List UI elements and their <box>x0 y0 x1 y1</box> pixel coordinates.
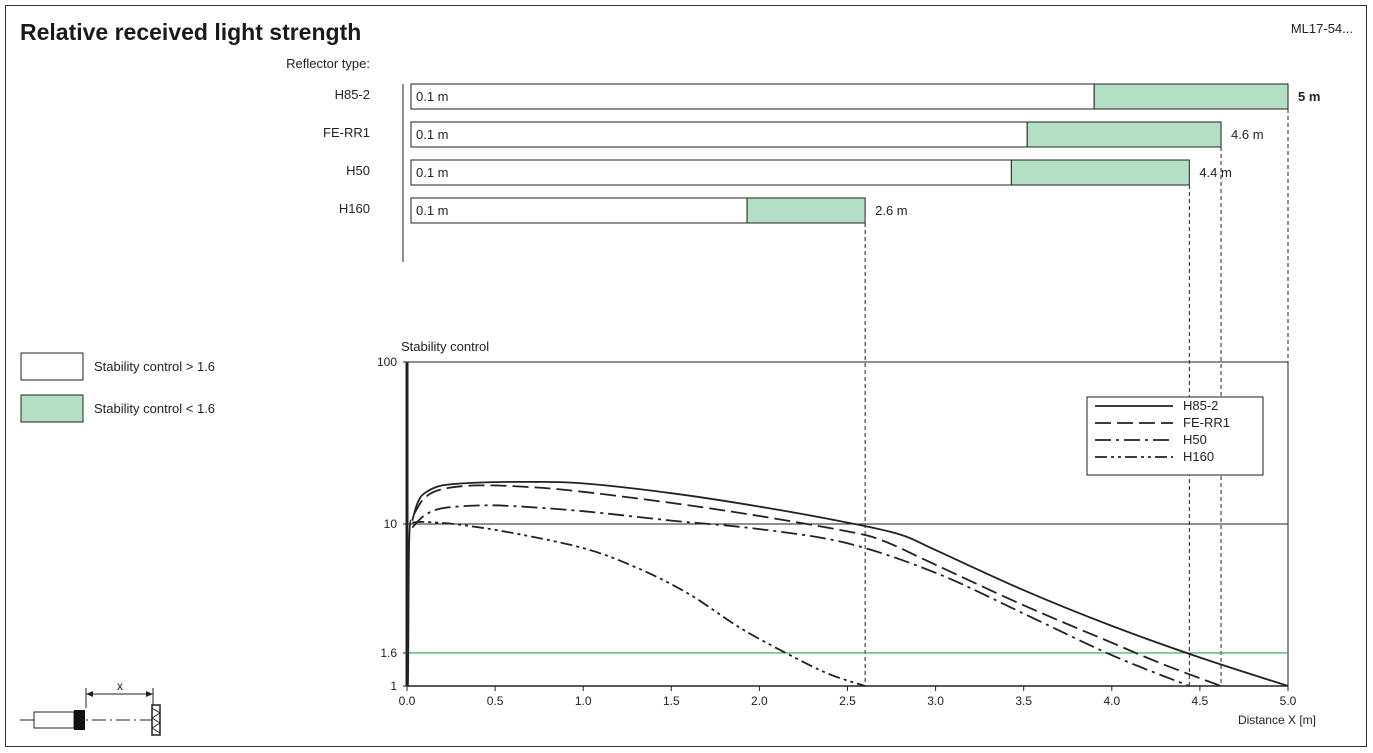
sensor-body <box>33 711 75 729</box>
curve-origin-rise <box>407 519 412 687</box>
series-line-h160 <box>412 520 866 687</box>
x-tick-label: 2.5 <box>839 694 856 708</box>
range-start-label: 0.1 m <box>416 89 449 104</box>
range-end-label: 2.6 m <box>875 203 908 218</box>
range-start-label: 0.1 m <box>416 203 449 218</box>
range-end-label: 5 m <box>1298 89 1320 104</box>
y-tick-label: 10 <box>384 517 398 531</box>
range-bar-green <box>1010 159 1190 186</box>
x-tick-label: 5.0 <box>1280 694 1297 708</box>
range-bar-white <box>410 197 748 224</box>
reflector-name: H50 <box>346 163 370 178</box>
sensor-lens <box>74 710 85 730</box>
x-axis-title: Distance X [m] <box>1238 713 1316 727</box>
sensor-diagram: x <box>20 679 161 736</box>
range-bar-green <box>746 197 866 224</box>
legend-label-h160: H160 <box>1183 449 1214 464</box>
range-start-label: 0.1 m <box>416 165 449 180</box>
legend-label-h85-2: H85-2 <box>1183 398 1218 413</box>
legend-label-below: Stability control < 1.6 <box>94 401 215 416</box>
x-tick-label: 4.0 <box>1103 694 1120 708</box>
range-bar-white <box>410 159 1012 186</box>
reflector-name: H85-2 <box>335 87 370 102</box>
reflector-name: FE-RR1 <box>323 125 370 140</box>
dimension-arrow-right <box>146 691 153 697</box>
range-bar-green <box>1026 121 1222 148</box>
range-start-label: 0.1 m <box>416 127 449 142</box>
x-tick-label: 1.0 <box>575 694 592 708</box>
reflector-range-chart: Reflector type: H85-2 0.1 m 5 m FE-RR1 0.1 m… <box>286 56 1320 686</box>
dimension-arrow-left <box>86 691 93 697</box>
range-end-label: 4.6 m <box>1231 127 1264 142</box>
range-end-label: 4.4 m <box>1199 165 1232 180</box>
page-title: Relative received light strength <box>20 19 362 45</box>
y-axis-title: Stability control <box>401 339 489 354</box>
reflector-type-header: Reflector type: <box>286 56 370 71</box>
x-tick-label: 0.5 <box>487 694 504 708</box>
range-bar-white <box>410 121 1028 148</box>
x-tick-label: 4.5 <box>1192 694 1209 708</box>
series-line-h85-2 <box>411 480 1289 687</box>
legend-box-below <box>20 394 84 423</box>
x-tick-label: 2.0 <box>751 694 768 708</box>
legend-label-above: Stability control > 1.6 <box>94 359 215 374</box>
series-line-h50 <box>411 504 1190 687</box>
x-tick-label: 0.0 <box>399 694 416 708</box>
range-bar-white <box>410 83 1095 110</box>
x-tick-label: 3.0 <box>927 694 944 708</box>
figure-frame <box>5 5 1367 747</box>
plot-legend-box <box>1086 396 1264 476</box>
legend-label-h50: H50 <box>1183 432 1207 447</box>
legend-box-above <box>20 352 84 381</box>
y-tick-label: 1.6 <box>380 646 397 660</box>
y-tick-label: 1 <box>390 679 397 693</box>
dimension-label: x <box>117 679 123 693</box>
x-tick-label: 1.5 <box>663 694 680 708</box>
y-tick-label: 100 <box>377 355 397 369</box>
stability-legend: Stability control > 1.6 Stability contro… <box>20 352 215 423</box>
document-reference: ML17-54... <box>1290 21 1353 36</box>
x-tick-label: 3.5 <box>1015 694 1032 708</box>
reflector-hatching <box>151 707 161 734</box>
reflector-name: H160 <box>339 201 370 216</box>
range-bar-green <box>1093 83 1289 110</box>
series-line-fe-rr1 <box>413 484 1222 687</box>
stability-plot: Stability control Distance X [m] 100 10 1.… <box>377 339 1316 727</box>
legend-label-fe-rr1: FE-RR1 <box>1183 415 1230 430</box>
